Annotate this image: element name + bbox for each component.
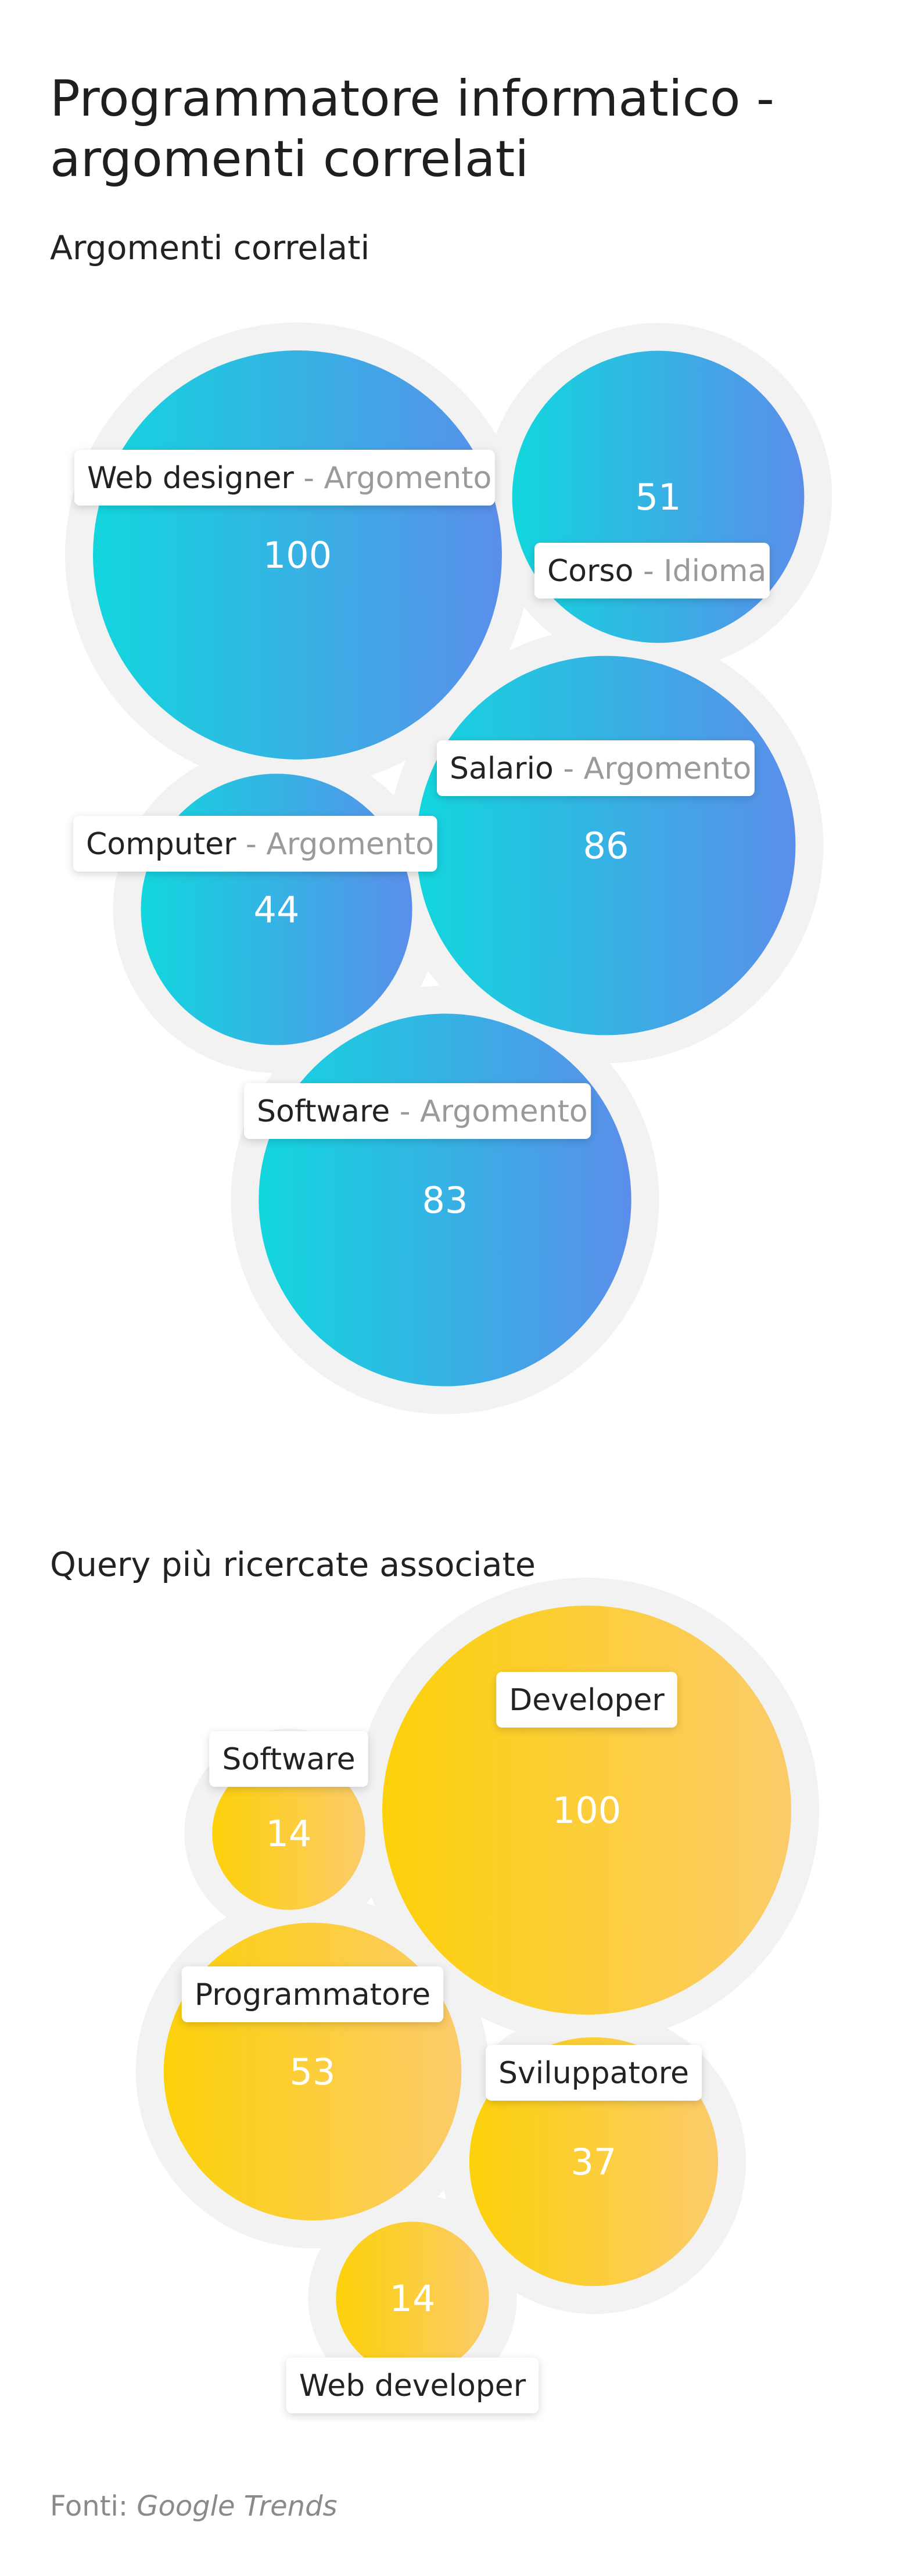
bubble-name: Web designer	[87, 461, 294, 496]
bubble-name-tag-box	[437, 740, 755, 796]
bubble-value-label: 83	[422, 1179, 468, 1221]
source-name: Google Trends	[137, 2490, 338, 2523]
bubble-name-text: Web designer - Argomento	[87, 461, 491, 496]
bubble-name-tag-box	[181, 1966, 444, 2022]
bubble-name: Software	[257, 1094, 390, 1129]
bubble-value-label: 53	[290, 2051, 336, 2093]
bubble-name-tag: Web developer	[286, 2358, 539, 2413]
source-note: Fonti: Google Trends	[50, 2490, 338, 2523]
bubble-value-label: 37	[571, 2141, 617, 2183]
bubble-value-label: 86	[583, 825, 629, 867]
bubble-name-tag: Corso - Idioma	[534, 543, 770, 599]
bubble-name: Software	[222, 1742, 355, 1777]
bubble-category: - Argomento	[294, 461, 492, 496]
bubble-value-label: 100	[263, 534, 332, 576]
related-topics-title: Argomenti correlati	[50, 229, 370, 267]
bubble-name-tag: Software	[209, 1731, 368, 1787]
bubble-name-tag: Developer	[496, 1672, 677, 1728]
bubble-name-tag-box	[286, 2358, 539, 2413]
bubble-name-tag-box	[486, 2045, 702, 2101]
bubble-category: - Argomento	[390, 1094, 588, 1129]
bubble-name-tag-box	[209, 1731, 368, 1787]
bubble-name: Computer	[86, 827, 236, 862]
bubble: 14	[336, 2222, 489, 2375]
bubble-name-text: Web developer	[299, 2369, 526, 2403]
bubble-name: Programmatore	[195, 1977, 430, 2012]
bubble-name-tag: Salario - Argomento	[437, 740, 755, 796]
bubble-category: - Idioma	[633, 554, 766, 589]
bubble-name-text: Software	[222, 1742, 355, 1777]
related-topics-bubble-chart: 100 51 86 44 83 Web designer - Argomento Corso…	[65, 323, 832, 1414]
bubble-name: Sviluppatore	[498, 2056, 689, 2091]
bubble-name-text: Sviluppatore	[498, 2056, 689, 2091]
bubble-name-tag-box	[496, 1672, 677, 1728]
bubble-circle	[336, 2222, 489, 2375]
top-queries-title: Query più ricercate associate	[50, 1546, 536, 1584]
bubble-name-tag: Software - Argomento	[244, 1083, 591, 1139]
bubble-name: Salario	[450, 751, 554, 786]
bubble-name-text: Software - Argomento	[257, 1094, 588, 1129]
bubble: 100	[382, 1606, 791, 2015]
bubble: 14	[212, 1757, 365, 1910]
bubble-circle	[382, 1606, 791, 2015]
bubble-name-tag-box	[74, 450, 495, 506]
bubble-name-text: Computer - Argomento	[86, 827, 434, 862]
bubble-value-label: 14	[390, 2277, 436, 2320]
bubble-name-text: Programmatore	[195, 1977, 430, 2012]
bubble-name-tag-box	[244, 1083, 591, 1139]
bubble: 100	[93, 350, 502, 759]
bubble-name: Corso	[547, 554, 633, 589]
bubble-name-text: Developer	[509, 1683, 665, 1718]
bubble-name-tag: Programmatore	[181, 1966, 444, 2022]
bubble-value-label: 51	[636, 476, 681, 518]
bubble-name-tag-box	[534, 543, 770, 599]
bubble-value-label: 100	[552, 1789, 621, 1832]
bubble-name-tag: Sviluppatore	[486, 2045, 702, 2101]
bubble-name-tag: Web designer - Argomento	[74, 450, 495, 506]
page-title: Programmatore informatico - argomenti co…	[50, 70, 774, 188]
source-label: Fonti:	[50, 2490, 128, 2523]
bubble-name-text: Salario - Argomento	[450, 751, 751, 786]
bubble: 83	[259, 1013, 631, 1386]
bubble-value-label: 44	[254, 888, 300, 931]
bubble-name-tag-box	[73, 816, 437, 872]
bubble-circle	[212, 1757, 365, 1910]
bubble-value-label: 14	[266, 1812, 312, 1855]
bubble-category: - Argomento	[236, 827, 435, 862]
bubble: 51	[512, 350, 805, 643]
bubble: 86	[416, 655, 796, 1036]
bubble-name: Web developer	[299, 2369, 526, 2403]
bubble-category: - Argomento	[554, 751, 752, 786]
bubble-name-tag: Computer - Argomento	[73, 816, 437, 872]
bubble-name: Developer	[509, 1683, 665, 1718]
top-queries-bubble-chart: 100 14 53 37 14 Developer Software Programmator…	[135, 1578, 819, 2413]
bubble: 44	[141, 773, 412, 1045]
bubble-name-text: Corso - Idioma	[547, 554, 766, 589]
